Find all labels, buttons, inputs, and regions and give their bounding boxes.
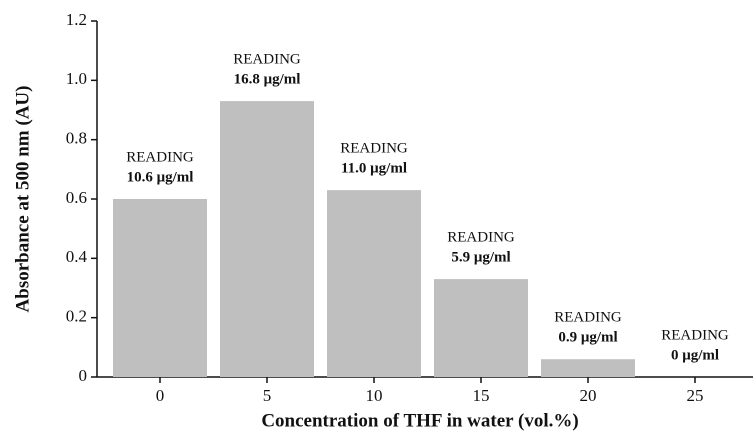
annotation: READING bbox=[554, 310, 622, 326]
y-tick-label: 0.4 bbox=[66, 247, 88, 266]
annotation-reading: 0.9 μg/ml bbox=[558, 330, 617, 346]
bar bbox=[541, 359, 635, 377]
x-axis-title: Concentration of THF in water (vol.%) bbox=[261, 410, 578, 431]
y-tick-label: 0.6 bbox=[66, 188, 87, 207]
bar bbox=[327, 190, 421, 377]
y-tick-label: 0.2 bbox=[66, 307, 87, 326]
y-axis-title: Absorbance at 500 nm (AU) bbox=[12, 86, 33, 313]
x-tick-label: 15 bbox=[473, 386, 490, 405]
annotation: READING bbox=[340, 141, 408, 157]
annotation: READING bbox=[661, 327, 729, 343]
annotation: READING bbox=[233, 52, 301, 68]
x-tick-label: 5 bbox=[263, 386, 272, 405]
y-tick-label: 1.2 bbox=[66, 10, 87, 29]
bar bbox=[434, 279, 528, 377]
x-tick-label: 20 bbox=[580, 386, 597, 405]
x-tick-label: 25 bbox=[687, 386, 704, 405]
bar bbox=[220, 101, 314, 377]
annotation: READING bbox=[447, 230, 515, 246]
annotation-reading: 10.6 μg/ml bbox=[127, 169, 194, 185]
annotation-reading: 16.8 μg/ml bbox=[234, 72, 301, 88]
y-tick-label: 1.0 bbox=[66, 69, 87, 88]
y-tick-label: 0.8 bbox=[66, 129, 87, 148]
bar bbox=[113, 199, 207, 377]
annotation-reading: 0 μg/ml bbox=[671, 347, 719, 363]
x-tick-label: 10 bbox=[366, 386, 383, 405]
annotation: READING bbox=[126, 149, 194, 165]
annotation-reading: 11.0 μg/ml bbox=[341, 161, 407, 177]
y-tick-label: 0 bbox=[79, 366, 88, 385]
annotation-reading: 5.9 μg/ml bbox=[451, 250, 510, 266]
x-tick-label: 0 bbox=[156, 386, 165, 405]
